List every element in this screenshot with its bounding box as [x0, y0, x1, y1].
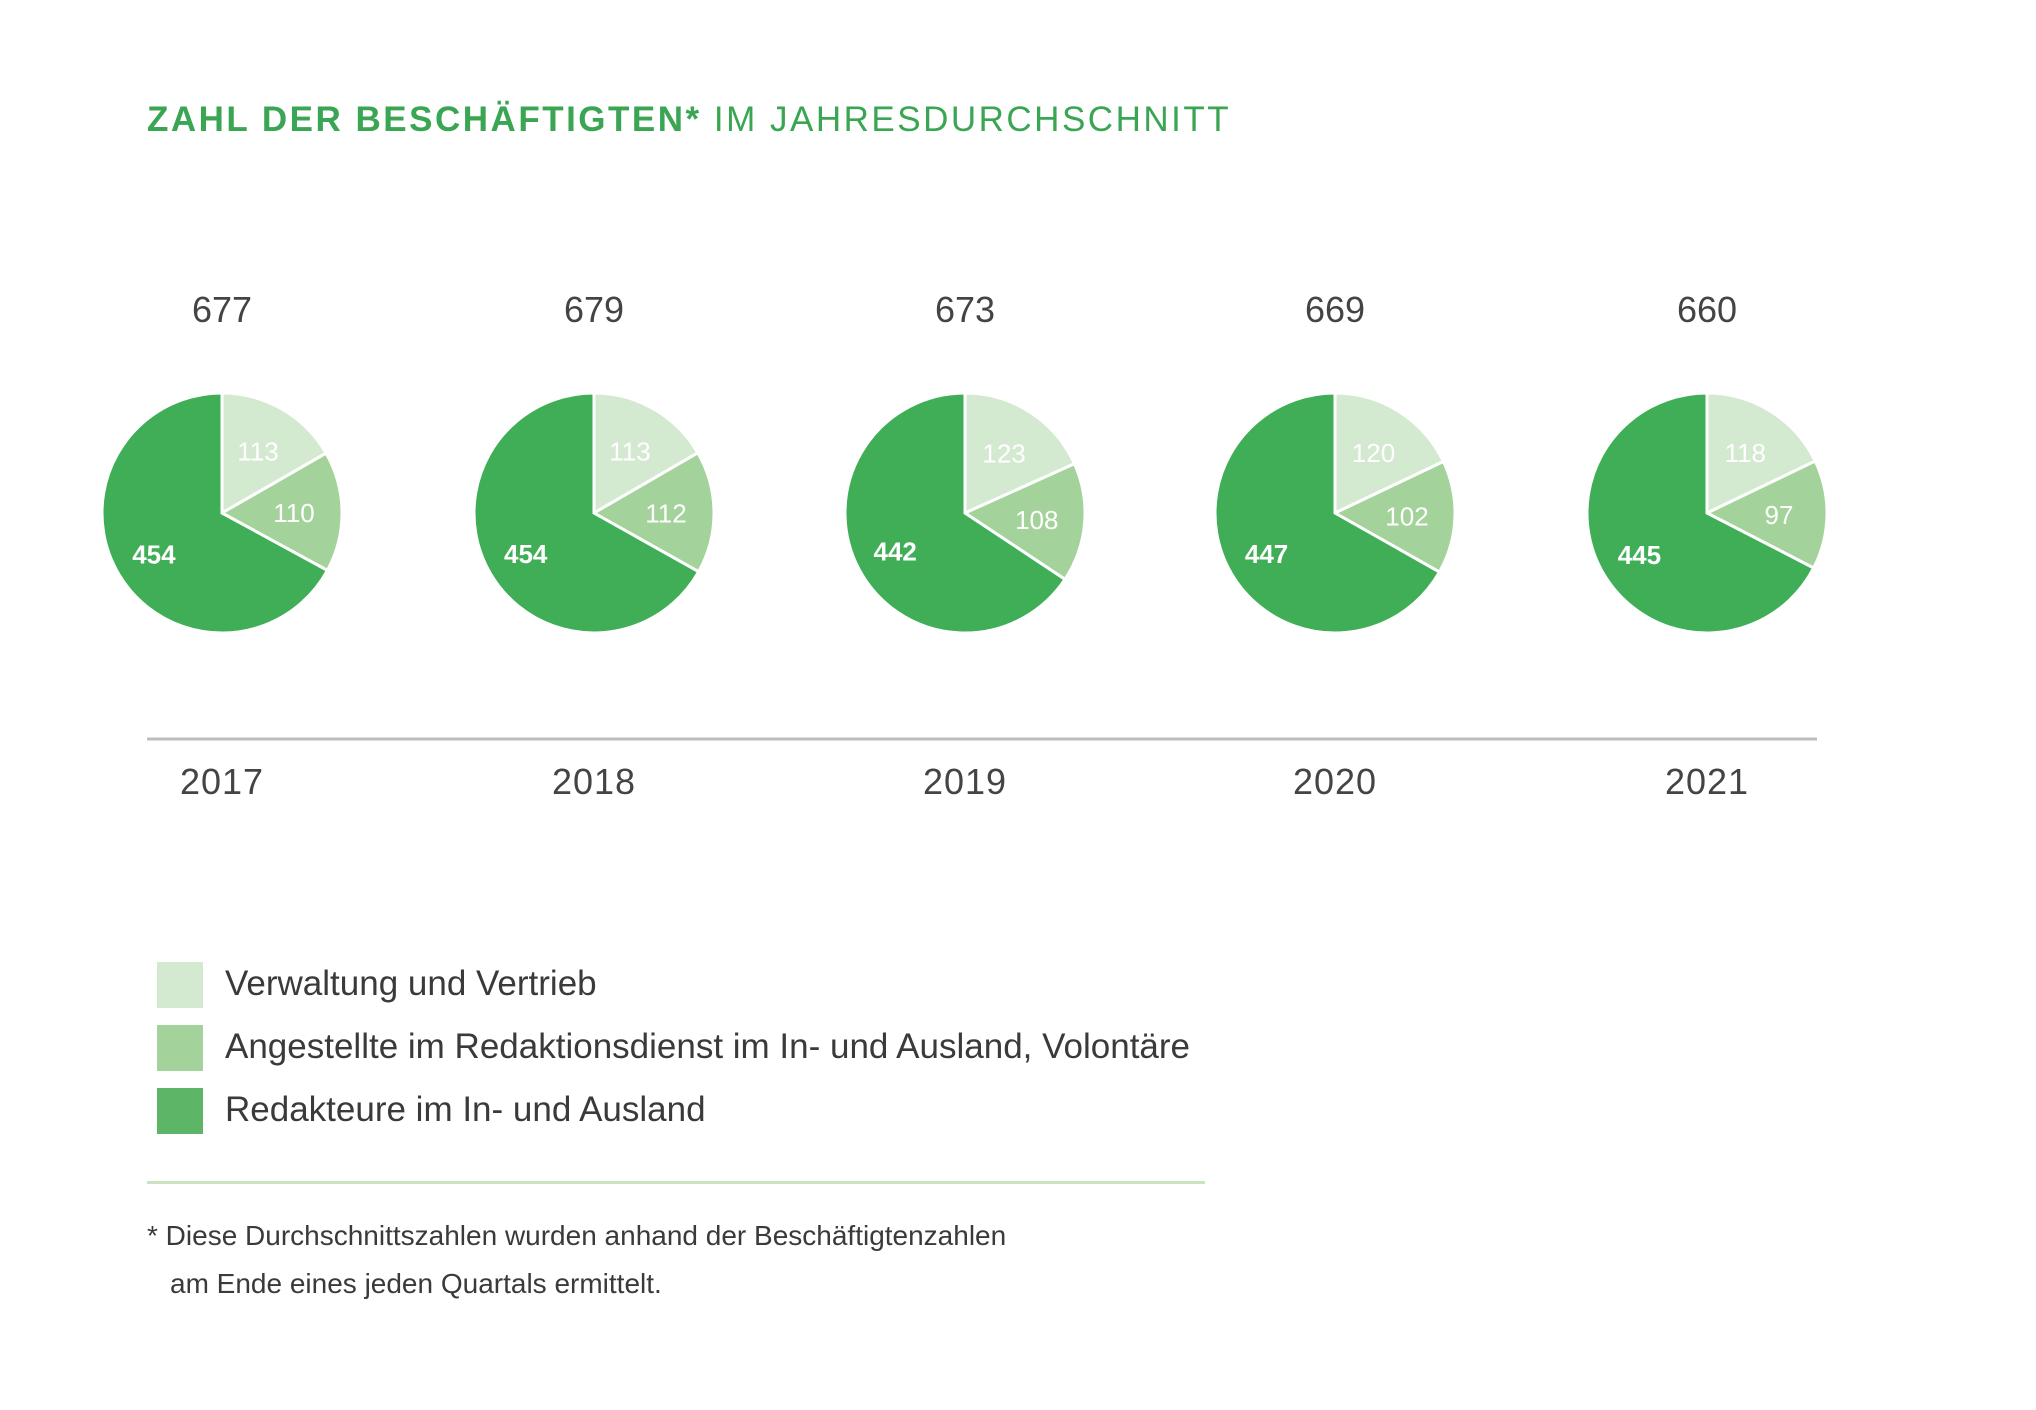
total-label-2019: 673	[935, 289, 995, 330]
pie-label-2020-angestellte: 102	[1385, 502, 1428, 532]
pie-label-2017-redakteure: 454	[132, 539, 176, 569]
pie-charts: 113 110 454 677 2017 113 112 454 679 2018 123 108 44…	[100, 289, 1829, 802]
chart-title: ZAHL DER BESCHÄFTIGTEN* IM JAHRESDURCHSC…	[147, 100, 1231, 140]
year-label-2017: 2017	[180, 761, 264, 802]
pie-label-2020-verwaltung: 120	[1352, 438, 1395, 468]
pie-slice-2020-redakteure	[1213, 391, 1442, 635]
pie-slice-2018-verwaltung	[592, 391, 700, 516]
pie-label-2018-verwaltung: 113	[609, 437, 650, 467]
legend-swatch-angestellte	[157, 1025, 203, 1071]
pie-slice-2020-verwaltung	[1333, 391, 1446, 516]
pie-label-2019-redakteure: 442	[874, 536, 917, 566]
pie-slice-2021-verwaltung	[1705, 391, 1818, 516]
pie-label-2018-angestellte: 112	[645, 499, 686, 529]
pie-label-2019-verwaltung: 123	[982, 439, 1025, 469]
pie-label-2017-verwaltung: 113	[237, 437, 278, 467]
year-label-2018: 2018	[552, 761, 636, 802]
pie-label-2021-redakteure: 445	[1618, 540, 1661, 570]
pie-slice-2017-verwaltung	[220, 391, 329, 516]
pie-label-2021-angestellte: 97	[1765, 500, 1794, 530]
legend-swatch-verwaltung	[157, 962, 203, 1008]
total-label-2020: 669	[1305, 289, 1365, 330]
footnote-divider	[147, 1181, 1205, 1184]
footnote: * Diese Durchschnittszahlen wurden anhan…	[147, 1212, 1006, 1308]
chart-title-bold: ZAHL DER BESCHÄFTIGTEN*	[147, 100, 702, 139]
pie-slice-2021-redakteure	[1585, 391, 1816, 635]
legend-swatch-redakteure	[157, 1088, 203, 1134]
footnote-line-2: am Ende eines jeden Quartals ermittelt.	[170, 1268, 662, 1299]
pie-slice-2020-angestellte	[1331, 459, 1457, 575]
legend-label-redakteure: Redakteure im In- und Ausland	[225, 1090, 706, 1129]
pie-label-2019-angestellte: 108	[1015, 505, 1058, 535]
legend-label-angestellte: Angestellte im Redaktionsdienst im In- u…	[225, 1027, 1191, 1066]
year-label-2021: 2021	[1665, 761, 1749, 802]
pie-label-2017-angestellte: 110	[273, 498, 314, 528]
pie-slice-2017-angestellte	[218, 451, 344, 573]
pie-label-2018-redakteure: 454	[504, 539, 548, 569]
legend-label-verwaltung: Verwaltung und Vertrieb	[225, 964, 597, 1003]
pie-slice-2018-redakteure	[472, 391, 701, 635]
total-label-2021: 660	[1677, 289, 1737, 330]
pie-slice-2021-angestellte	[1703, 459, 1829, 571]
year-label-2020: 2020	[1293, 761, 1377, 802]
pie-label-2021-verwaltung: 118	[1725, 438, 1766, 468]
pie-label-2020-redakteure: 447	[1245, 539, 1288, 569]
pie-slice-2018-angestellte	[590, 450, 716, 574]
chart-title-light: IM JAHRESDURCHSCHNITT	[713, 100, 1232, 139]
pie-slice-2017-redakteure	[100, 391, 330, 635]
pie-slice-2019-verwaltung	[963, 391, 1077, 516]
total-label-2017: 677	[192, 289, 252, 330]
year-label-2019: 2019	[923, 761, 1007, 802]
pie-slice-2019-angestellte	[961, 461, 1087, 582]
total-label-2018: 679	[564, 289, 624, 330]
pie-slice-2019-redakteure	[843, 391, 1068, 635]
footnote-line-1: * Diese Durchschnittszahlen wurden anhan…	[147, 1220, 1007, 1251]
